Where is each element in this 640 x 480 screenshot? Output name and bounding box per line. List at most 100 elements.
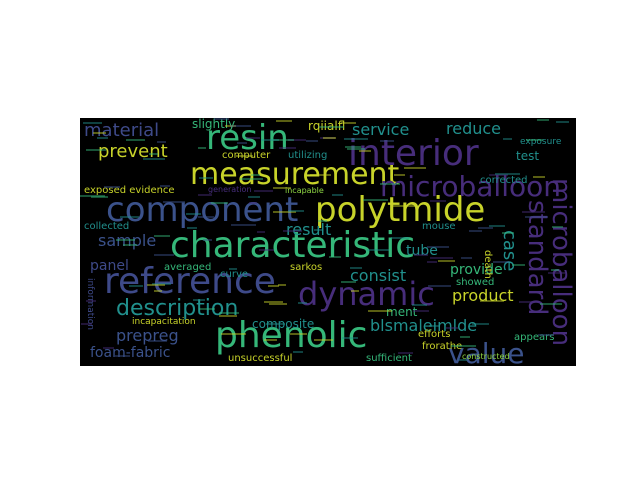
filler-speck bbox=[157, 141, 166, 143]
filler-speck bbox=[394, 174, 405, 176]
filler-speck bbox=[404, 167, 426, 169]
filler-speck bbox=[519, 301, 533, 303]
filler-speck bbox=[472, 323, 489, 325]
filler-speck bbox=[368, 310, 392, 312]
filler-speck bbox=[154, 290, 162, 292]
filler-speck bbox=[283, 230, 302, 232]
word-prepreg: prepreg bbox=[116, 326, 179, 345]
filler-speck bbox=[219, 315, 237, 317]
filler-speck bbox=[332, 194, 343, 196]
filler-speck bbox=[199, 177, 213, 179]
filler-speck bbox=[246, 137, 260, 139]
word-computer: computer bbox=[222, 150, 271, 161]
filler-speck bbox=[393, 205, 417, 207]
filler-speck bbox=[495, 173, 520, 175]
word-panel: panel bbox=[90, 258, 129, 274]
filler-speck bbox=[489, 225, 505, 227]
filler-speck bbox=[103, 347, 114, 349]
filler-speck bbox=[345, 146, 361, 148]
filler-speck bbox=[104, 186, 120, 188]
word-material: material bbox=[84, 120, 160, 141]
filler-speck bbox=[460, 336, 470, 338]
filler-speck bbox=[187, 227, 197, 229]
filler-speck bbox=[272, 139, 294, 141]
filler-speck bbox=[522, 211, 545, 213]
word-microballoon: microballoon bbox=[380, 170, 561, 203]
filler-speck bbox=[152, 283, 171, 285]
filler-speck bbox=[380, 140, 394, 142]
filler-speck bbox=[147, 284, 165, 286]
word-incapable: incapable bbox=[285, 186, 324, 195]
word-constructed: constructed bbox=[462, 352, 510, 361]
word-corrected: corrected bbox=[480, 175, 528, 186]
filler-speck bbox=[83, 122, 102, 124]
word-test: test bbox=[516, 149, 540, 163]
filler-speck bbox=[380, 183, 400, 185]
word-measurement: measurement bbox=[190, 157, 400, 192]
word-curve: curve bbox=[220, 269, 249, 280]
word-incapacitation: incapacitation bbox=[132, 317, 196, 327]
filler-speck bbox=[414, 254, 428, 256]
filler-speck bbox=[251, 174, 260, 176]
filler-speck bbox=[93, 132, 106, 134]
filler-speck bbox=[469, 230, 482, 232]
word-sample: sample bbox=[98, 231, 157, 250]
filler-speck bbox=[427, 261, 437, 263]
filler-speck bbox=[290, 333, 307, 335]
filler-speck bbox=[318, 220, 327, 222]
word-mouse: mouse bbox=[422, 221, 456, 232]
filler-speck bbox=[225, 125, 236, 127]
filler-speck bbox=[398, 352, 413, 354]
filler-speck bbox=[525, 216, 548, 218]
word-service: service bbox=[352, 120, 410, 139]
word-utilizing: utilizing bbox=[288, 150, 328, 161]
word-frorathe: frorathe bbox=[422, 341, 463, 352]
word-component: component bbox=[106, 190, 299, 230]
word-rqiialfl: rqiialfl bbox=[308, 119, 346, 133]
word-interior: interior bbox=[348, 133, 479, 174]
word-averaged: averaged bbox=[164, 262, 212, 273]
filler-speck bbox=[502, 232, 514, 234]
filler-speck bbox=[461, 257, 472, 259]
filler-speck bbox=[319, 126, 344, 128]
filler-speck bbox=[143, 158, 165, 160]
filler-speck bbox=[430, 200, 446, 202]
filler-speck bbox=[240, 178, 263, 180]
word-value: value bbox=[448, 337, 525, 367]
filler-speck bbox=[211, 202, 228, 204]
filler-speck bbox=[323, 137, 336, 139]
word-resin: resin bbox=[206, 118, 289, 158]
word-composite: composite bbox=[252, 317, 315, 331]
word-dynamic: dynamic bbox=[298, 275, 435, 313]
filler-speck bbox=[438, 260, 455, 262]
filler-speck bbox=[198, 194, 212, 196]
filler-speck bbox=[273, 211, 296, 213]
filler-speck bbox=[459, 359, 467, 361]
filler-speck bbox=[480, 300, 504, 302]
filler-speck bbox=[80, 195, 105, 197]
filler-speck bbox=[367, 249, 389, 251]
filler-speck bbox=[259, 249, 274, 251]
filler-speck bbox=[503, 138, 512, 140]
filler-speck bbox=[320, 137, 335, 139]
word-reference: reference bbox=[104, 261, 276, 302]
filler-speck bbox=[412, 304, 427, 306]
word-cloud: characteristic reference phenolic compon… bbox=[80, 118, 576, 366]
filler-speck bbox=[86, 149, 106, 151]
filler-speck bbox=[199, 308, 215, 310]
filler-speck bbox=[236, 155, 253, 157]
word-collected: collected bbox=[84, 221, 130, 232]
filler-speck bbox=[261, 139, 279, 141]
word-ment: ment bbox=[386, 305, 418, 319]
filler-speck bbox=[126, 139, 145, 141]
filler-speck bbox=[149, 153, 158, 155]
word-exposure: exposure bbox=[520, 137, 562, 147]
filler-speck bbox=[489, 174, 508, 176]
filler-speck bbox=[314, 229, 322, 231]
filler-speck bbox=[237, 142, 247, 144]
filler-speck bbox=[288, 139, 306, 141]
filler-speck bbox=[341, 122, 356, 124]
filler-speck bbox=[230, 125, 251, 127]
filler-speck bbox=[306, 140, 318, 142]
filler-speck bbox=[266, 323, 285, 325]
